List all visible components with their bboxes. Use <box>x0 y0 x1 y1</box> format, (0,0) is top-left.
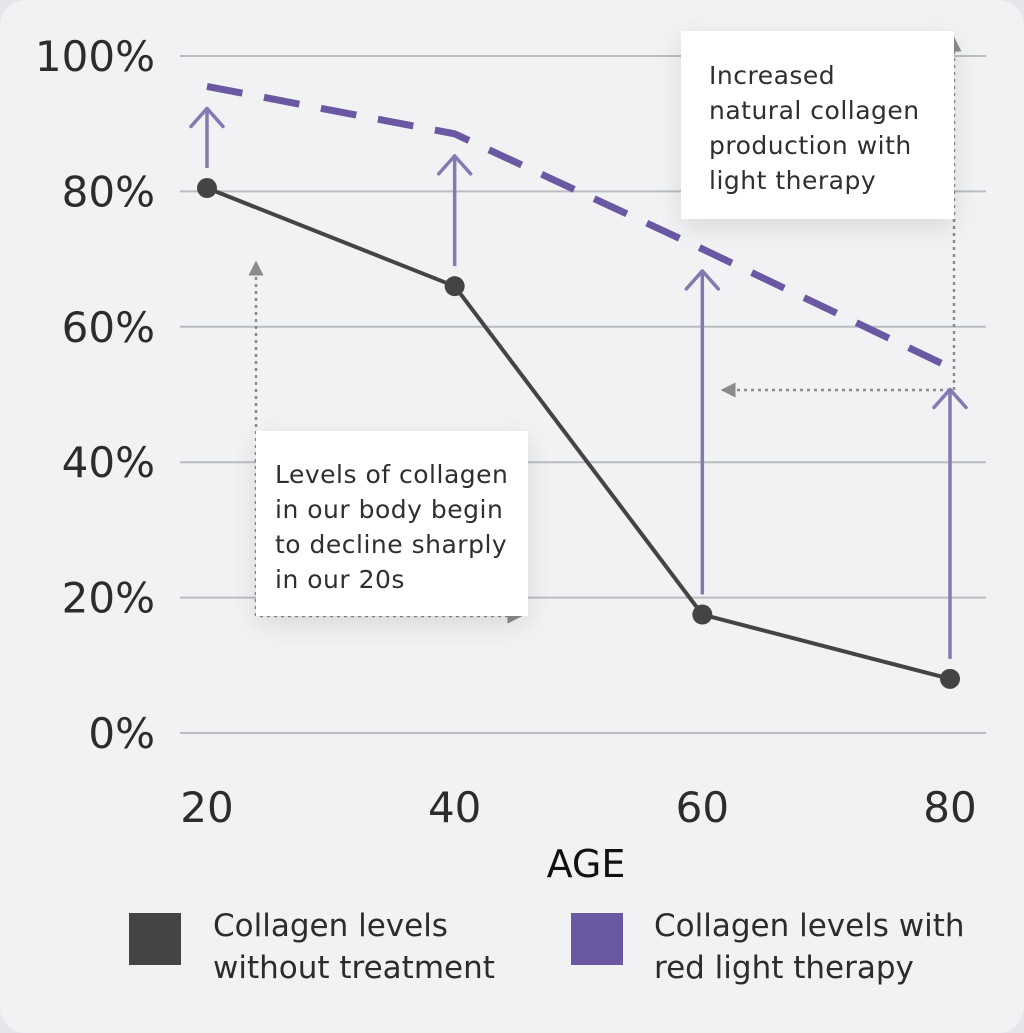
y-tick-label: 20% <box>62 574 155 623</box>
legend-label-line: Collagen levels with <box>654 908 965 944</box>
x-tick-label: 60 <box>676 783 729 832</box>
annotation-decline: Levels of collagen in our body begin to … <box>256 431 528 616</box>
y-tick-label: 80% <box>62 167 155 216</box>
arrow-head <box>189 106 225 129</box>
x-axis-title: AGE <box>547 842 626 886</box>
legend-label-line: without treatment <box>213 950 495 986</box>
arrow-head <box>932 387 968 410</box>
annotation-decline-line: to decline sharply <box>275 530 508 559</box>
data-point-marker <box>444 276 465 297</box>
improvement-arrows <box>189 106 968 659</box>
legend-label-red-light: Collagen levels with red light therapy <box>654 905 965 989</box>
legend-label-without-treatment: Collagen levels without treatment <box>213 905 495 989</box>
data-point-marker <box>940 668 960 689</box>
y-tick-label: 100% <box>35 32 155 81</box>
improvement-arrow <box>684 269 721 595</box>
annotation-increase-line: light therapy <box>709 166 877 195</box>
annotation-increase-line: production with <box>709 131 912 160</box>
annotation-decline-line: in our 20s <box>275 565 405 594</box>
series-line-red-light <box>206 83 952 371</box>
y-axis-tick-labels: 0% 20% 40% 60% 80% 100% <box>35 32 155 758</box>
annotation-decline-line: Levels of collagen <box>275 460 509 489</box>
x-tick-label: 40 <box>428 783 481 832</box>
x-tick-label: 80 <box>923 783 976 832</box>
annotation-increase-line: Increased <box>709 61 836 90</box>
y-tick-label: 0% <box>88 709 155 758</box>
x-axis-tick-labels: 20 40 60 80 <box>180 783 976 832</box>
legend-swatch-red-light <box>571 913 623 965</box>
y-tick-label: 60% <box>62 303 155 352</box>
arrow-head <box>684 269 721 291</box>
y-tick-label: 40% <box>62 438 155 487</box>
series-line-without-treatment <box>206 186 951 681</box>
improvement-arrow <box>932 387 968 659</box>
annotation-dotted-connectors <box>248 36 962 624</box>
annotation-decline-line: in our body begin <box>275 495 504 524</box>
legend-swatch-without-treatment <box>129 913 181 965</box>
data-point-marker <box>692 604 713 625</box>
legend-label-line: Collagen levels <box>213 908 448 944</box>
x-tick-label: 20 <box>180 783 233 832</box>
arrow-head <box>436 154 473 176</box>
improvement-arrow <box>189 106 225 169</box>
connector-left <box>248 260 523 624</box>
annotation-increase: Increased natural collagen production wi… <box>681 31 954 219</box>
data-point-marker <box>197 178 217 199</box>
legend-label-line: red light therapy <box>654 950 914 986</box>
connector-right <box>720 36 962 398</box>
improvement-arrow <box>436 154 473 267</box>
annotation-increase-line: natural collagen <box>709 96 920 125</box>
series <box>197 83 960 689</box>
